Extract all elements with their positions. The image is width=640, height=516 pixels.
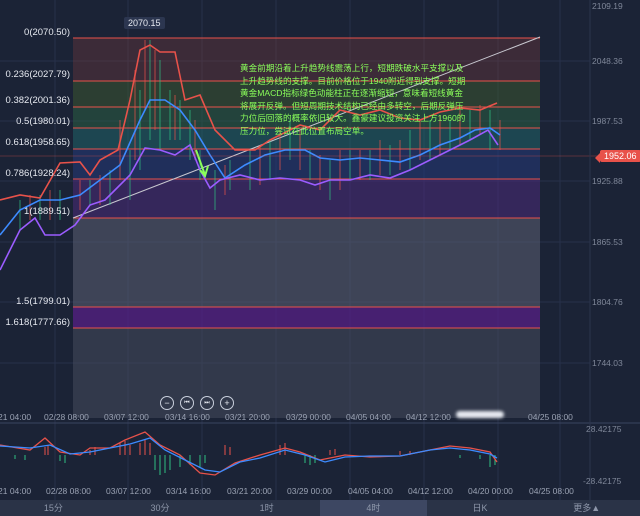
- fib-level-label: 0.5(1980.01): [16, 116, 70, 127]
- peak-price-label: 2070.15: [124, 17, 165, 29]
- green-arrow: [195, 149, 209, 179]
- time-tick: 03/21 20:00: [225, 412, 270, 422]
- price-tick: 2109.19: [592, 1, 623, 11]
- time-tick: 03/29 00:00: [287, 486, 332, 496]
- trend-line: [72, 36, 541, 219]
- time-tick: 21 04:00: [0, 412, 32, 422]
- middle-band-line: [0, 99, 501, 236]
- time-tick: 03/14 16:00: [166, 486, 211, 496]
- time-tick: 02/28 08:00: [46, 486, 91, 496]
- zoom-out-button[interactable]: −: [160, 396, 174, 410]
- scroll-end-button[interactable]: ⏭: [200, 396, 214, 410]
- time-tick: 04/12 12:00: [408, 486, 453, 496]
- price-tick: 2048.36: [592, 56, 623, 66]
- tab-more[interactable]: 更多▲: [573, 503, 601, 513]
- tab-15min[interactable]: 15分: [43, 503, 63, 513]
- tab-30min[interactable]: 30分: [150, 503, 170, 513]
- crosshair-time-label: [456, 411, 504, 418]
- tab-daily[interactable]: 日K: [472, 503, 488, 513]
- time-tick: 04/25 08:00: [528, 412, 573, 422]
- fib-level-label: 1(1889.51): [24, 206, 70, 217]
- macd-lower-label: -28.42175: [583, 476, 622, 486]
- time-tick: 03/29 00:00: [286, 412, 331, 422]
- time-tick: 03/21 20:00: [227, 486, 272, 496]
- price-tick: 1744.03: [592, 358, 623, 368]
- time-tick: 04/12 12:00: [406, 412, 451, 422]
- macd-upper-label: 28.42175: [586, 424, 622, 434]
- fib-level-label: 0.236(2027.79): [5, 69, 70, 80]
- time-tick: 04/25 08:00: [529, 486, 574, 496]
- time-tick: 04/05 04:00: [346, 412, 391, 422]
- price-tick: 1925.88: [592, 176, 623, 186]
- price-tick: 1987.53: [592, 116, 623, 126]
- zoom-controls: − ⏮ ⏭ +: [160, 396, 234, 410]
- zoom-in-button[interactable]: +: [220, 396, 234, 410]
- fib-level-label: 1.5(1799.01): [16, 296, 70, 307]
- time-tick: 03/07 12:00: [106, 486, 151, 496]
- timeframe-tabs: 15分 30分 1时 4时 日K 更多▲: [0, 500, 640, 516]
- time-tick: 21 04:00: [0, 486, 32, 496]
- time-tick: 03/07 12:00: [104, 412, 149, 422]
- fib-level-label: 0.382(2001.36): [5, 95, 70, 106]
- fib-level-label: 1.618(1777.66): [5, 317, 70, 328]
- fib-level-label: 0.618(1958.65): [5, 137, 70, 148]
- analysis-annotation: 黄金前期沿着上升趋势线震荡上行，短期跌破水平支撑以及上升趋势线的支撑。目前价格位…: [240, 63, 466, 136]
- scroll-start-button[interactable]: ⏮: [180, 396, 194, 410]
- fib-level-label: 0.786(1928.24): [5, 168, 70, 179]
- fib-level-label: 0(2070.50): [24, 27, 70, 38]
- lower-band-line: [0, 128, 499, 271]
- tab-1h[interactable]: 1时: [259, 503, 274, 513]
- time-tick: 03/14 16:00: [165, 412, 210, 422]
- current-price-tag: 1952.06: [595, 150, 640, 163]
- upper-band-line: [0, 44, 498, 201]
- time-tick: 02/28 08:00: [44, 412, 89, 422]
- time-tick: 04/20 00:00: [468, 486, 513, 496]
- tab-4h[interactable]: 4时: [320, 500, 427, 516]
- price-tick: 1804.76: [592, 297, 623, 307]
- price-tick: 1865.53: [592, 237, 623, 247]
- macd-dea-line: [0, 437, 498, 473]
- time-tick: 04/05 04:00: [348, 486, 393, 496]
